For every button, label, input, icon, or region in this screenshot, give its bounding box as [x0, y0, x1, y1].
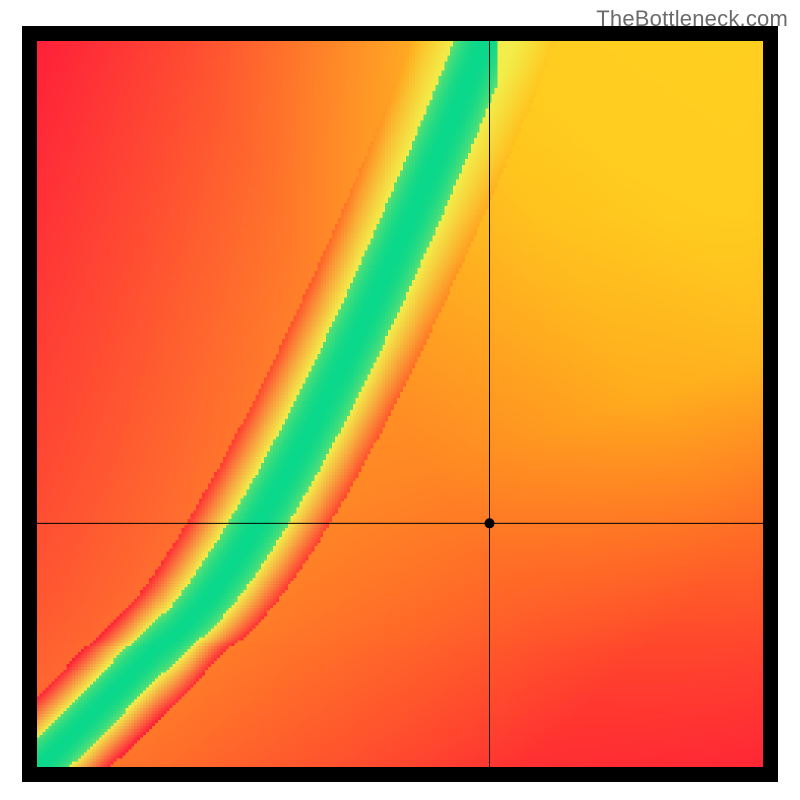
crosshair-overlay — [22, 26, 778, 782]
watermark-text: TheBottleneck.com — [596, 6, 788, 32]
plot-area — [22, 26, 778, 782]
figure-container: TheBottleneck.com — [0, 0, 800, 800]
